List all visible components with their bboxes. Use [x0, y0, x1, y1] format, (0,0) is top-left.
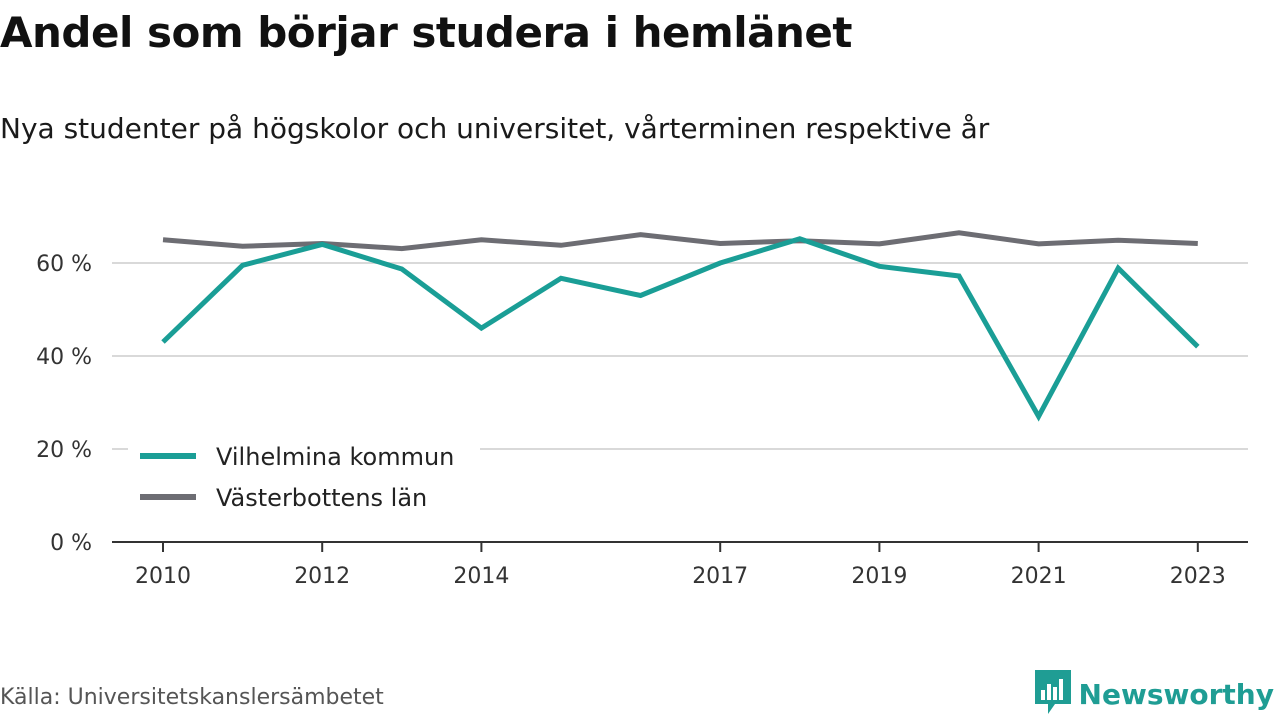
series-line	[162, 230, 1198, 252]
chart-subtitle: Nya studenter på högskolor och universit…	[0, 112, 990, 145]
y-tick-label: 40 %	[36, 345, 92, 370]
bar-chart-speech-bubble-icon	[1034, 670, 1071, 718]
y-tick-label: 0 %	[50, 531, 92, 556]
x-tick-label: 2010	[135, 564, 191, 589]
series-line	[161, 236, 1200, 422]
legend-label: Västerbottens län	[216, 484, 427, 512]
x-tick-label: 2021	[1011, 564, 1067, 589]
chart-title: Andel som börjar studera i hemlänet	[0, 8, 853, 57]
legend-label: Vilhelmina kommun	[216, 443, 454, 471]
axes: 0 % 20 % 40 % 60 % 2010 2012 2014 2017 2019 2021 2…	[36, 252, 1248, 589]
y-tick-label: 60 %	[36, 252, 92, 277]
brand-name: Newsworthy	[1078, 677, 1274, 711]
y-tick-label: 20 %	[36, 438, 92, 463]
legend-background	[128, 432, 480, 520]
series-lines	[161, 230, 1200, 422]
source-note: Källa: Universitetskanslersämbetet	[0, 685, 384, 710]
grid-lines	[112, 262, 1248, 450]
brand-logo: Newsworthy	[1034, 670, 1274, 718]
x-tick-label: 2014	[453, 564, 509, 589]
x-tick-label: 2023	[1170, 564, 1226, 589]
x-tick-label: 2019	[851, 564, 907, 589]
legend: Vilhelmina kommun Västerbottens län	[128, 432, 480, 520]
x-tick-label: 2012	[294, 564, 350, 589]
x-tick-label: 2017	[692, 564, 748, 589]
